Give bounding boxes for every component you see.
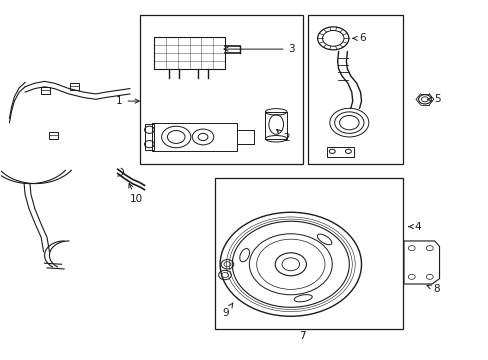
Text: 3: 3: [224, 44, 294, 54]
Text: 1: 1: [116, 96, 139, 106]
Text: 7: 7: [298, 331, 305, 341]
Bar: [70, 83, 79, 90]
Bar: [140, 15, 303, 164]
Bar: [154, 37, 224, 69]
Bar: [49, 132, 58, 139]
Bar: [144, 125, 154, 149]
Text: 2: 2: [276, 130, 289, 143]
Bar: [327, 147, 353, 157]
Text: 10: 10: [129, 184, 142, 204]
Text: 5: 5: [427, 94, 440, 104]
Text: 9: 9: [222, 303, 232, 318]
Text: 6: 6: [352, 33, 365, 43]
Bar: [152, 123, 237, 151]
Text: 4: 4: [408, 222, 420, 231]
Bar: [307, 15, 402, 164]
Bar: [41, 87, 50, 94]
Bar: [215, 178, 402, 329]
Text: 8: 8: [426, 284, 439, 294]
Bar: [265, 112, 286, 139]
